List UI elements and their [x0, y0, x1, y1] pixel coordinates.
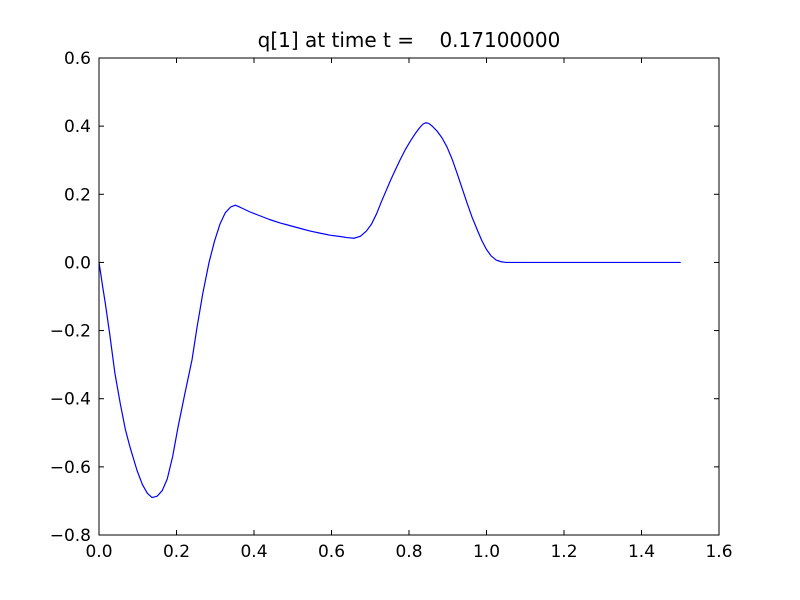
data-curve [98, 122, 681, 499]
x-axis-tick-label: 1.6 [705, 542, 732, 562]
x-axis-tick-label: 0.6 [318, 542, 345, 562]
y-axis-tick-label: −0.6 [50, 458, 91, 478]
x-axis-tick-label: 0.0 [85, 542, 112, 562]
x-axis-tick-label: 1.4 [628, 542, 655, 562]
y-axis-tick-label: −0.2 [50, 322, 91, 342]
y-axis-tick-label: 0.2 [64, 185, 91, 205]
y-axis-tick-label: 0.4 [64, 117, 91, 137]
y-axis-tick-label: 0.6 [64, 49, 91, 69]
x-axis-tick-label: 0.2 [163, 542, 190, 562]
y-axis-tick-label: −0.8 [50, 526, 91, 546]
plot-title: q[1] at time t = 0.17100000 [258, 28, 561, 52]
x-axis-tick-label: 0.8 [395, 542, 422, 562]
x-axis-tick-label: 1.0 [473, 542, 500, 562]
y-axis-tick-label: 0.0 [64, 253, 91, 273]
x-axis-tick-label: 0.4 [240, 542, 267, 562]
y-axis-tick-label: −0.4 [50, 390, 91, 410]
x-axis-tick-label: 1.2 [550, 542, 577, 562]
